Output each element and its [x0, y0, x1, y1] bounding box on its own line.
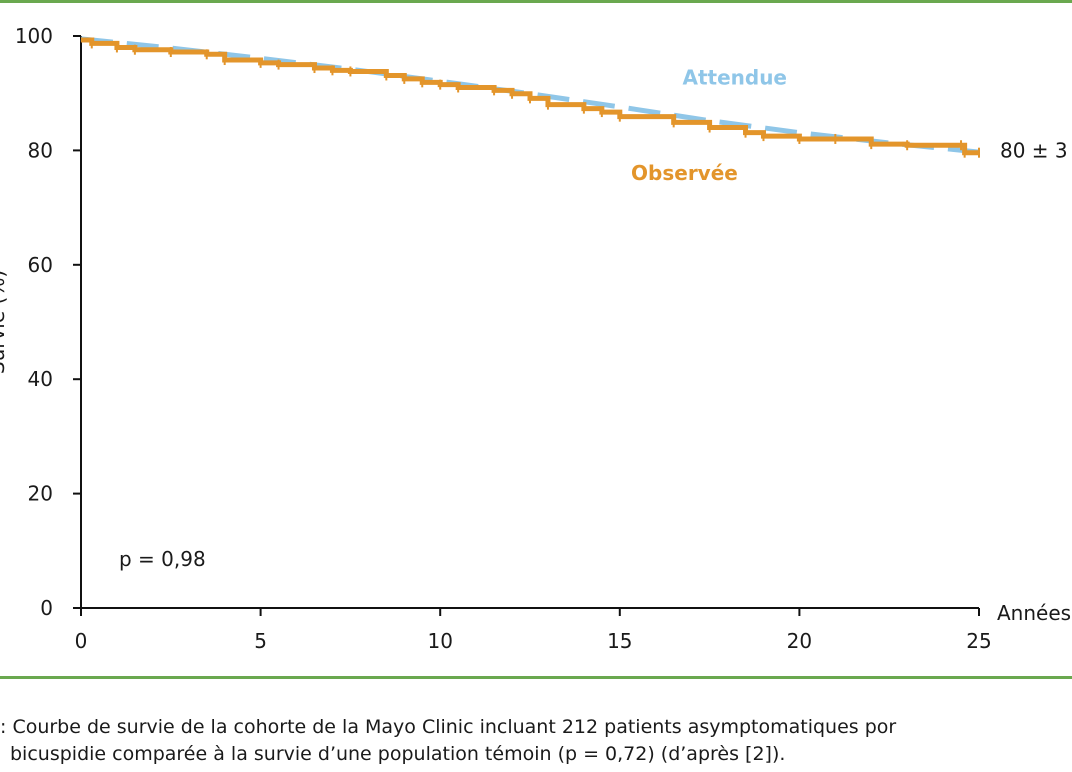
end-value-label: 80 ± 3	[1000, 138, 1068, 162]
caption-line-2: bicuspidie comparée à la survie d’une po…	[10, 743, 786, 765]
x-tick-label: 0	[75, 629, 88, 653]
y-tick-label: 40	[28, 367, 53, 391]
series-line-attendue	[80, 36, 980, 155]
separator-rule	[0, 676, 1072, 679]
x-tick-label: 20	[787, 629, 812, 653]
caption-line-1: : Courbe de survie de la cohorte de la M…	[0, 716, 897, 738]
y-tick-label: 80	[28, 138, 53, 162]
y-tick-label: 20	[28, 482, 53, 506]
y-tick-label: 60	[28, 253, 53, 277]
x-tick-label: 25	[966, 629, 991, 653]
top-rule	[0, 0, 1072, 3]
series-label-observee: Observée	[631, 161, 738, 185]
axes	[73, 35, 980, 616]
x-tick-label: 10	[427, 629, 452, 653]
p-value-annotation: p = 0,98	[119, 547, 206, 571]
series-layer	[80, 36, 980, 158]
labels-layer: 0 20 40 60 80 100 0 5 10 15 20 25 Survie (%) Années At…	[0, 24, 1071, 653]
x-tick-label: 5	[254, 629, 267, 653]
y-tick-label: 100	[15, 24, 53, 48]
survival-chart: 0 20 40 60 80 100 0 5 10 15 20 25 Survie (%) Années At…	[0, 24, 1071, 653]
series-label-attendue: Attendue	[682, 66, 787, 90]
series-line-observee	[81, 37, 979, 156]
x-axis-label: Années	[997, 601, 1071, 625]
figure-caption: : Courbe de survie de la cohorte de la M…	[0, 714, 1072, 768]
x-tick-label: 15	[607, 629, 632, 653]
y-axis-label: Survie (%)	[0, 270, 9, 374]
y-tick-label: 0	[40, 596, 53, 620]
